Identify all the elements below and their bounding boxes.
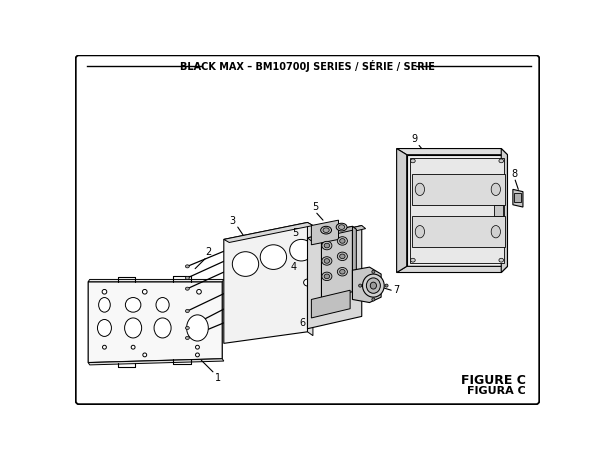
Polygon shape [397,148,508,155]
Ellipse shape [102,289,107,294]
Polygon shape [322,226,352,298]
Polygon shape [224,222,308,344]
Ellipse shape [337,237,347,245]
Ellipse shape [322,241,332,250]
Polygon shape [224,222,313,243]
Ellipse shape [154,318,171,338]
Ellipse shape [499,159,503,163]
Polygon shape [352,267,381,303]
Polygon shape [397,148,407,273]
Ellipse shape [491,226,500,238]
Ellipse shape [142,289,147,294]
Ellipse shape [260,245,287,269]
Ellipse shape [125,318,142,338]
Ellipse shape [415,183,425,196]
Polygon shape [311,220,338,245]
Ellipse shape [337,252,347,261]
Polygon shape [352,226,356,294]
Text: 9: 9 [412,134,418,144]
Ellipse shape [131,345,135,349]
Ellipse shape [304,279,311,286]
Ellipse shape [340,254,345,258]
Polygon shape [412,174,505,205]
Ellipse shape [185,287,190,290]
Ellipse shape [187,315,208,341]
Ellipse shape [320,226,332,234]
Ellipse shape [359,284,362,287]
Ellipse shape [372,298,375,301]
Polygon shape [308,226,362,329]
Ellipse shape [185,326,190,329]
Ellipse shape [385,284,388,287]
Ellipse shape [143,353,146,357]
Polygon shape [311,290,350,318]
Ellipse shape [336,223,347,231]
Polygon shape [308,226,365,241]
Ellipse shape [367,278,380,293]
Ellipse shape [103,345,106,349]
Ellipse shape [372,270,375,273]
Ellipse shape [197,289,202,294]
Ellipse shape [362,274,384,297]
Ellipse shape [196,345,199,349]
FancyBboxPatch shape [493,205,503,216]
Polygon shape [501,148,508,273]
Polygon shape [322,226,356,236]
Text: 8: 8 [511,168,517,178]
Ellipse shape [410,258,415,262]
Ellipse shape [98,298,110,312]
Ellipse shape [97,319,112,336]
Polygon shape [88,282,222,363]
Ellipse shape [340,238,345,243]
Ellipse shape [185,265,190,268]
Text: BLACK MAX – BM10700J SERIES / SÉRIE / SERIE: BLACK MAX – BM10700J SERIES / SÉRIE / SE… [180,60,435,72]
Ellipse shape [185,276,190,279]
Text: FIGURA C: FIGURA C [467,386,526,396]
Ellipse shape [232,252,259,276]
Ellipse shape [324,243,329,248]
Ellipse shape [370,282,376,289]
Text: 2: 2 [205,247,211,257]
Text: 6: 6 [300,318,306,328]
Ellipse shape [415,226,425,238]
Ellipse shape [185,309,190,313]
Polygon shape [412,216,505,247]
Ellipse shape [337,268,347,276]
Text: 7: 7 [393,285,399,295]
Ellipse shape [323,228,329,233]
Polygon shape [407,155,508,266]
Ellipse shape [324,274,329,278]
Polygon shape [308,222,313,336]
Polygon shape [410,158,505,263]
Polygon shape [397,266,508,273]
Ellipse shape [499,258,503,262]
Polygon shape [88,279,224,282]
Text: FIGURE C: FIGURE C [461,374,526,387]
Text: 4: 4 [290,262,296,272]
Text: 5: 5 [292,228,298,238]
Ellipse shape [322,272,332,281]
Text: 1: 1 [215,374,221,384]
FancyBboxPatch shape [514,193,521,202]
Ellipse shape [338,225,345,229]
Polygon shape [513,189,523,207]
Ellipse shape [491,183,500,196]
Ellipse shape [322,257,332,265]
Ellipse shape [196,353,199,357]
Ellipse shape [410,159,415,163]
Ellipse shape [340,269,345,274]
Text: 5: 5 [312,202,319,212]
Polygon shape [88,359,224,365]
Ellipse shape [125,298,141,312]
Ellipse shape [290,239,313,261]
Ellipse shape [185,336,190,339]
Text: 3: 3 [229,216,235,226]
Ellipse shape [156,298,169,312]
Ellipse shape [324,258,329,263]
